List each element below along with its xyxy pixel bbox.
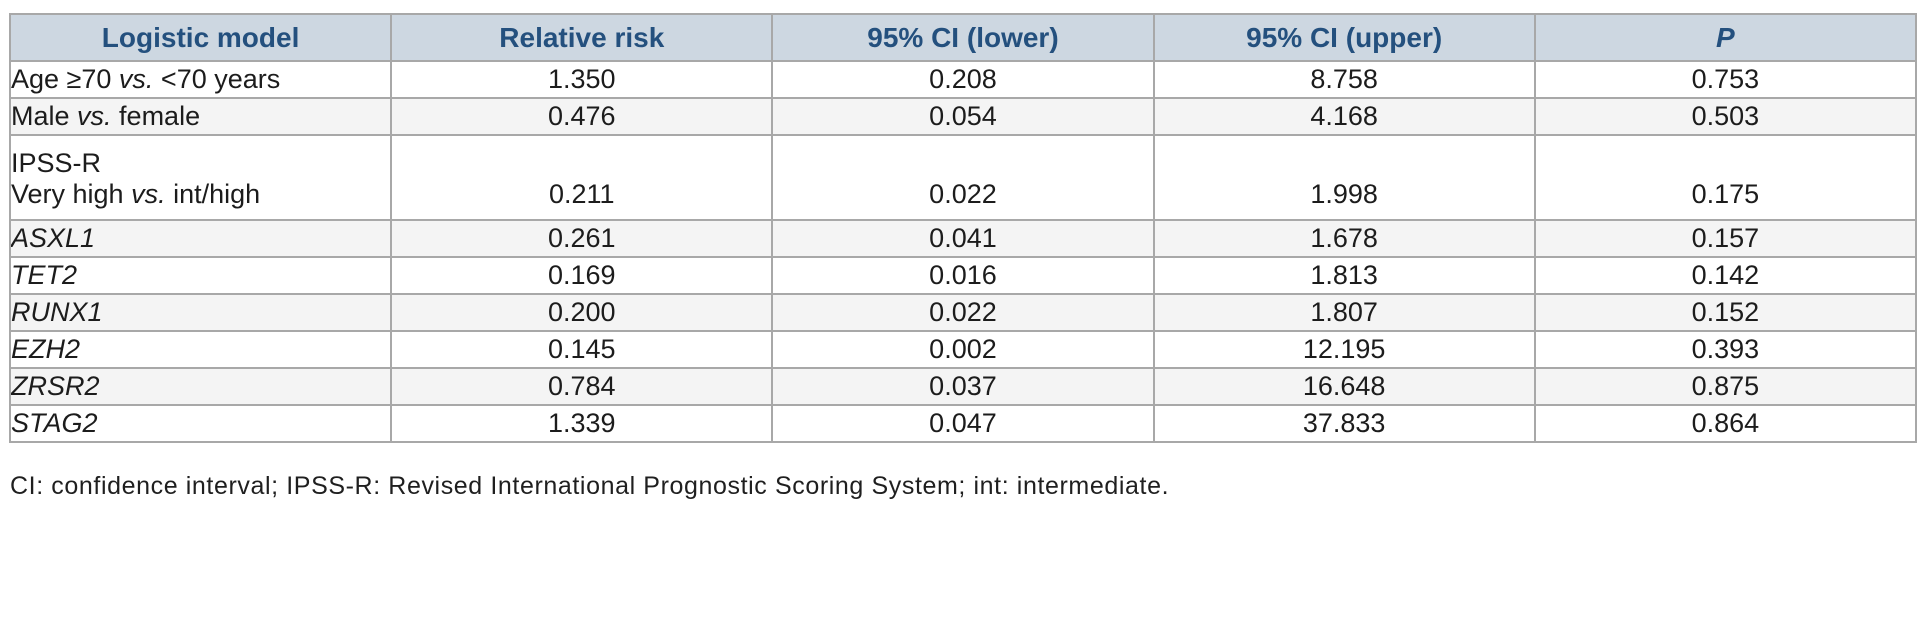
- ci-lower-cell: 0.054: [771, 97, 1155, 136]
- model-label-cell: ASXL1: [8, 219, 393, 258]
- relative-risk-cell: 0.145: [390, 330, 774, 369]
- ci-upper-cell: 1.678: [1152, 219, 1536, 258]
- column-header-p-value: P: [1533, 13, 1918, 62]
- column-header-ci-upper: 95% CI (upper): [1152, 13, 1536, 62]
- model-label-cell: TET2: [8, 256, 393, 295]
- label-text: vs.: [77, 101, 112, 131]
- label-text: female: [111, 101, 201, 131]
- relative-risk-cell: 1.350: [390, 60, 774, 99]
- p-value-cell: 0.393: [1533, 330, 1918, 369]
- ci-upper-cell: 4.168: [1152, 97, 1536, 136]
- label-text: int/high: [165, 179, 261, 209]
- model-label-cell: ZRSR2: [8, 367, 393, 406]
- model-label-cell: Male vs. female: [8, 97, 393, 136]
- p-value-cell: 0.503: [1533, 97, 1918, 136]
- ci-lower-cell: 0.208: [771, 60, 1155, 99]
- ci-lower-cell: 0.041: [771, 219, 1155, 258]
- relative-risk-cell: 0.211: [390, 134, 774, 221]
- ci-upper-cell: 12.195: [1152, 330, 1536, 369]
- p-value-cell: 0.753: [1533, 60, 1918, 99]
- relative-risk-cell: 0.784: [390, 367, 774, 406]
- ci-lower-cell: 0.022: [771, 134, 1155, 221]
- p-value-cell: 0.864: [1533, 404, 1918, 443]
- p-value-cell: 0.157: [1533, 219, 1918, 258]
- label-text: STAG2: [11, 408, 98, 438]
- table-row: RUNX1 0.200 0.022 1.807 0.152: [8, 293, 1918, 332]
- model-label-cell: IPSS-R Very high vs. int/high: [8, 134, 393, 221]
- logistic-model-table: Logistic model Relative risk 95% CI (low…: [8, 13, 1918, 443]
- table-footnote: CI: confidence interval; IPSS-R: Revised…: [10, 472, 1170, 500]
- relative-risk-cell: 0.476: [390, 97, 774, 136]
- p-value-cell: 0.152: [1533, 293, 1918, 332]
- ci-lower-cell: 0.022: [771, 293, 1155, 332]
- p-value-cell: 0.875: [1533, 367, 1918, 406]
- column-header-logistic-model: Logistic model: [8, 13, 393, 62]
- table-row: Age ≥70 vs. <70 years 1.350 0.208 8.758 0.75…: [8, 60, 1918, 99]
- ci-lower-cell: 0.002: [771, 330, 1155, 369]
- table-row: IPSS-R Very high vs. int/high 0.211 0.022 1.…: [8, 134, 1918, 221]
- ci-lower-cell: 0.047: [771, 404, 1155, 443]
- p-value-cell: 0.175: [1533, 134, 1918, 221]
- label-text: IPSS-R: [11, 148, 102, 178]
- ci-lower-cell: 0.016: [771, 256, 1155, 295]
- header-row: Logistic model Relative risk 95% CI (low…: [8, 13, 1918, 62]
- ci-upper-cell: 1.998: [1152, 134, 1536, 221]
- table-header: Logistic model Relative risk 95% CI (low…: [8, 13, 1918, 62]
- table-row: ZRSR2 0.784 0.037 16.648 0.875: [8, 367, 1918, 406]
- logistic-model-table-container: Logistic model Relative risk 95% CI (low…: [8, 13, 1918, 443]
- ci-upper-cell: 8.758: [1152, 60, 1536, 99]
- column-header-relative-risk: Relative risk: [390, 13, 774, 62]
- label-text: TET2: [11, 260, 78, 290]
- label-text: <70 years: [153, 64, 281, 94]
- table-row: ASXL1 0.261 0.041 1.678 0.157: [8, 219, 1918, 258]
- label-text: RUNX1: [11, 297, 103, 327]
- relative-risk-cell: 1.339: [390, 404, 774, 443]
- ci-upper-cell: 1.813: [1152, 256, 1536, 295]
- label-text: vs.: [118, 64, 154, 94]
- label-text: Male: [11, 101, 78, 131]
- ci-upper-cell: 37.833: [1152, 404, 1536, 443]
- label-text: Very high: [11, 179, 132, 209]
- label-text: ASXL1: [11, 223, 96, 253]
- table-row: STAG2 1.339 0.047 37.833 0.864: [8, 404, 1918, 443]
- table-row: EZH2 0.145 0.002 12.195 0.393: [8, 330, 1918, 369]
- relative-risk-cell: 0.200: [390, 293, 774, 332]
- ci-lower-cell: 0.037: [771, 367, 1155, 406]
- p-value-cell: 0.142: [1533, 256, 1918, 295]
- label-text: vs.: [131, 179, 166, 209]
- column-header-ci-lower: 95% CI (lower): [771, 13, 1155, 62]
- relative-risk-cell: 0.261: [390, 219, 774, 258]
- relative-risk-cell: 0.169: [390, 256, 774, 295]
- label-text: Age ≥70: [11, 64, 119, 94]
- label-text: ZRSR2: [11, 371, 100, 401]
- model-label-cell: STAG2: [8, 404, 393, 443]
- model-label-cell: EZH2: [8, 330, 393, 369]
- label-text: EZH2: [11, 334, 81, 364]
- table-body: Age ≥70 vs. <70 years 1.350 0.208 8.758 0.75…: [8, 60, 1918, 443]
- model-label-cell: Age ≥70 vs. <70 years: [8, 60, 393, 99]
- model-label-cell: RUNX1: [8, 293, 393, 332]
- ci-upper-cell: 16.648: [1152, 367, 1536, 406]
- table-row: TET2 0.169 0.016 1.813 0.142: [8, 256, 1918, 295]
- table-row: Male vs. female 0.476 0.054 4.168 0.503: [8, 97, 1918, 136]
- ci-upper-cell: 1.807: [1152, 293, 1536, 332]
